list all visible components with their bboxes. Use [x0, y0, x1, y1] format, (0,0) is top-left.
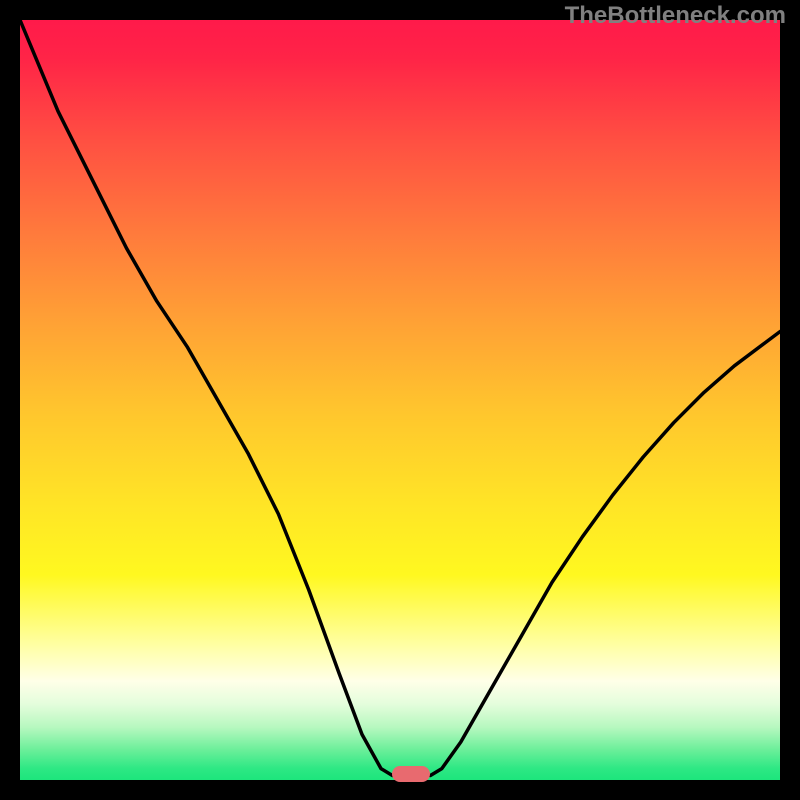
chart-container: TheBottleneck.com — [0, 0, 800, 800]
bottleneck-curve — [20, 20, 780, 775]
watermark-text: TheBottleneck.com — [565, 2, 786, 30]
plot-area — [20, 20, 780, 780]
curve-svg — [20, 20, 780, 780]
optimal-marker — [392, 766, 430, 781]
